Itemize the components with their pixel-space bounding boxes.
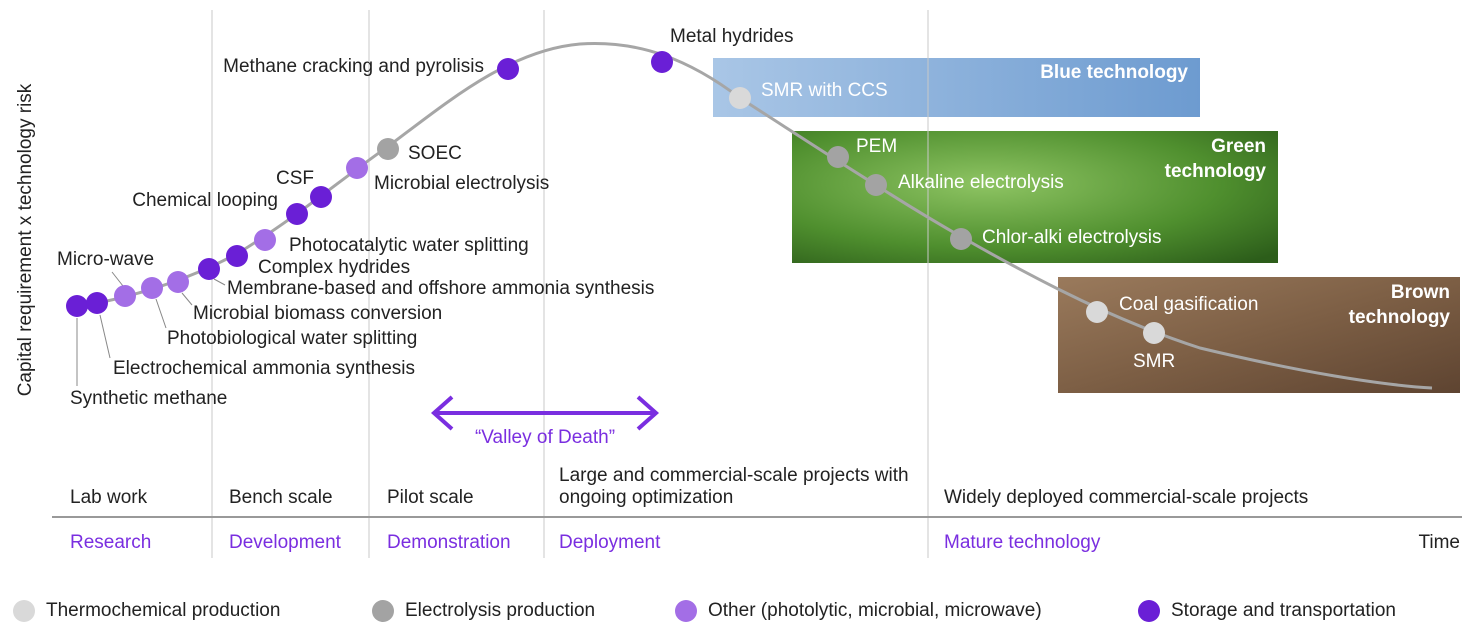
brown-zone — [1058, 277, 1460, 393]
technology-dot — [865, 174, 887, 196]
legend-label: Electrolysis production — [405, 600, 596, 621]
technology-label: Chlor-alki electrolysis — [982, 227, 1162, 248]
valley-arrow — [430, 395, 660, 431]
stage-name: Lab work — [70, 487, 148, 508]
stage-name: Widely deployed commercial-scale project… — [944, 487, 1309, 508]
technology-label: Coal gasification — [1119, 294, 1259, 315]
zone-label: Blue technology — [1040, 62, 1188, 83]
valley-label: “Valley of Death” — [474, 427, 616, 448]
stage-dividers — [211, 10, 929, 558]
stage-name: Pilot scale — [387, 487, 474, 508]
leader-line — [111, 271, 124, 287]
zone-label: Green technology — [1164, 136, 1266, 182]
technology-dot — [497, 58, 519, 80]
y-axis-label: Capital requirement x technology risk — [15, 83, 36, 397]
legend-dot — [372, 600, 394, 622]
technology-label: CSF — [276, 168, 314, 189]
technology-dot — [310, 186, 332, 208]
technology-dot — [66, 295, 88, 317]
arrow-head — [430, 395, 454, 431]
technology-label: Methane cracking and pyrolisis — [223, 56, 484, 77]
technology-label: Membrane-based and offshore ammonia synt… — [227, 278, 655, 299]
x-axis-label: Time — [1418, 532, 1460, 553]
technology-label: PEM — [856, 136, 898, 157]
technology-label: SMR — [1133, 351, 1176, 372]
technology-dot — [1086, 301, 1108, 323]
stage-phase: Deployment — [559, 532, 661, 553]
technology-label: SMR with CCS — [761, 80, 888, 101]
technology-label: Chemical looping — [132, 190, 278, 211]
legend-dot — [675, 600, 697, 622]
technology-label: Electrochemical ammonia synthesis — [113, 358, 416, 379]
technology-dot — [827, 146, 849, 168]
technology-label: Metal hydrides — [670, 26, 794, 47]
technology-dot — [198, 258, 220, 280]
technology-dot — [950, 228, 972, 250]
technology-dot — [651, 51, 673, 73]
technology-dot — [346, 157, 368, 179]
technology-label: SOEC — [408, 143, 462, 164]
technology-label: Photobiological water splitting — [167, 328, 418, 349]
technology-dot — [141, 277, 163, 299]
technology-label: Microbial electrolysis — [374, 173, 550, 194]
technology-dot — [167, 271, 189, 293]
technology-label: Alkaline electrolysis — [898, 172, 1064, 193]
technology-dot — [254, 229, 276, 251]
stage-phase: Research — [70, 532, 152, 553]
technology-label: Synthetic methane — [70, 388, 228, 409]
legend-label: Thermochemical production — [46, 600, 281, 621]
technology-label: Complex hydrides — [258, 257, 411, 278]
technology-dot — [729, 87, 751, 109]
technology-label: Micro-wave — [57, 249, 155, 270]
technology-dot — [114, 285, 136, 307]
green-zone — [792, 131, 1278, 263]
legend-label: Other (photolytic, microbial, microwave) — [708, 600, 1042, 621]
technology-dot — [86, 292, 108, 314]
technology-label: Photocatalytic water splitting — [289, 235, 529, 256]
leader-line — [181, 292, 193, 306]
technology-dot — [226, 245, 248, 267]
legend-dot — [1138, 600, 1160, 622]
blue-zone — [713, 58, 1200, 117]
arrow-head — [636, 395, 660, 431]
technology-dot — [286, 203, 308, 225]
technology-label: Microbial biomass conversion — [193, 303, 443, 324]
technology-dot — [1143, 322, 1165, 344]
zone-label: Brown technology — [1348, 282, 1450, 328]
stage-phase: Development — [229, 532, 341, 553]
leader-line — [213, 278, 226, 286]
stage-phase: Mature technology — [944, 532, 1101, 553]
leader-line — [155, 298, 167, 329]
legend-dot — [13, 600, 35, 622]
stage-name: Bench scale — [229, 487, 333, 508]
stage-phase: Demonstration — [387, 532, 511, 553]
leader-line — [99, 314, 111, 359]
stage-name: Large and commercial-scale projects with… — [559, 465, 909, 508]
technology-dot — [377, 138, 399, 160]
legend-label: Storage and transportation — [1171, 600, 1396, 621]
